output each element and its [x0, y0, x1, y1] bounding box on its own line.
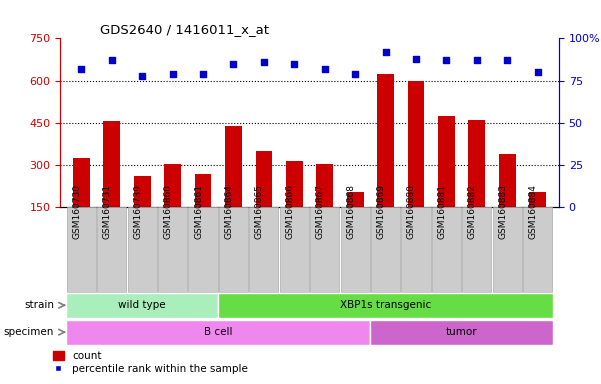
Bar	[218, 293, 553, 318]
Bar	[255, 151, 272, 250]
Bar	[316, 164, 333, 250]
Text: GDS2640 / 1416011_x_at: GDS2640 / 1416011_x_at	[100, 23, 269, 36]
Point	[76, 66, 86, 72]
Text: GSM160868: GSM160868	[346, 184, 355, 239]
Text: GSM160881: GSM160881	[438, 184, 447, 239]
Bar	[225, 126, 242, 250]
Point	[502, 57, 512, 63]
Text: specimen: specimen	[4, 327, 54, 337]
Bar	[499, 154, 516, 250]
Bar	[66, 320, 370, 344]
Text: GSM160731: GSM160731	[103, 184, 112, 239]
Bar	[286, 161, 303, 250]
Text: GSM160884: GSM160884	[529, 184, 538, 239]
FancyBboxPatch shape	[219, 207, 248, 292]
Point	[442, 57, 451, 63]
Point	[381, 49, 391, 55]
Text: GSM160882: GSM160882	[468, 184, 477, 239]
Point	[350, 71, 360, 77]
Bar	[529, 192, 546, 250]
Bar	[377, 74, 394, 250]
Text: GSM160730: GSM160730	[72, 184, 81, 239]
Point	[533, 69, 543, 75]
Bar	[370, 320, 553, 344]
FancyBboxPatch shape	[127, 207, 157, 292]
Text: GSM160883: GSM160883	[498, 184, 507, 239]
Bar	[468, 120, 485, 250]
Text: GSM160869: GSM160869	[377, 184, 386, 239]
FancyBboxPatch shape	[279, 207, 309, 292]
FancyBboxPatch shape	[341, 207, 370, 292]
Text: GSM160864: GSM160864	[225, 184, 233, 239]
Bar	[347, 192, 364, 250]
FancyBboxPatch shape	[462, 207, 492, 292]
FancyBboxPatch shape	[67, 207, 96, 292]
FancyBboxPatch shape	[371, 207, 400, 292]
Bar	[66, 293, 218, 318]
Point	[259, 59, 269, 65]
Point	[168, 71, 177, 77]
FancyBboxPatch shape	[249, 207, 278, 292]
Bar	[134, 176, 151, 250]
Bar	[195, 174, 212, 250]
Text: wild type: wild type	[118, 300, 166, 310]
Legend: count, percentile rank within the sample: count, percentile rank within the sample	[53, 351, 248, 374]
Point	[411, 56, 421, 62]
Bar	[103, 121, 120, 250]
Point	[290, 61, 299, 67]
Point	[138, 73, 147, 79]
FancyBboxPatch shape	[189, 207, 218, 292]
Point	[472, 57, 481, 63]
Point	[228, 61, 238, 67]
Text: GSM160866: GSM160866	[285, 184, 294, 239]
FancyBboxPatch shape	[401, 207, 430, 292]
Text: GSM160861: GSM160861	[194, 184, 203, 239]
FancyBboxPatch shape	[432, 207, 461, 292]
FancyBboxPatch shape	[158, 207, 188, 292]
Bar	[73, 158, 90, 250]
FancyBboxPatch shape	[523, 207, 552, 292]
Point	[198, 71, 208, 77]
Text: B cell: B cell	[204, 327, 233, 337]
Text: GSM160860: GSM160860	[163, 184, 172, 239]
Point	[320, 66, 329, 72]
Text: GSM160865: GSM160865	[255, 184, 264, 239]
Text: GSM160739: GSM160739	[133, 184, 142, 239]
FancyBboxPatch shape	[493, 207, 522, 292]
FancyBboxPatch shape	[97, 207, 126, 292]
Text: strain: strain	[24, 300, 54, 310]
FancyBboxPatch shape	[310, 207, 340, 292]
Text: tumor: tumor	[446, 327, 477, 337]
Text: GSM160867: GSM160867	[316, 184, 325, 239]
Text: GSM160880: GSM160880	[407, 184, 416, 239]
Point	[107, 57, 117, 63]
Bar	[164, 164, 181, 250]
Bar	[407, 81, 424, 250]
Bar	[438, 116, 455, 250]
Text: XBP1s transgenic: XBP1s transgenic	[340, 300, 431, 310]
